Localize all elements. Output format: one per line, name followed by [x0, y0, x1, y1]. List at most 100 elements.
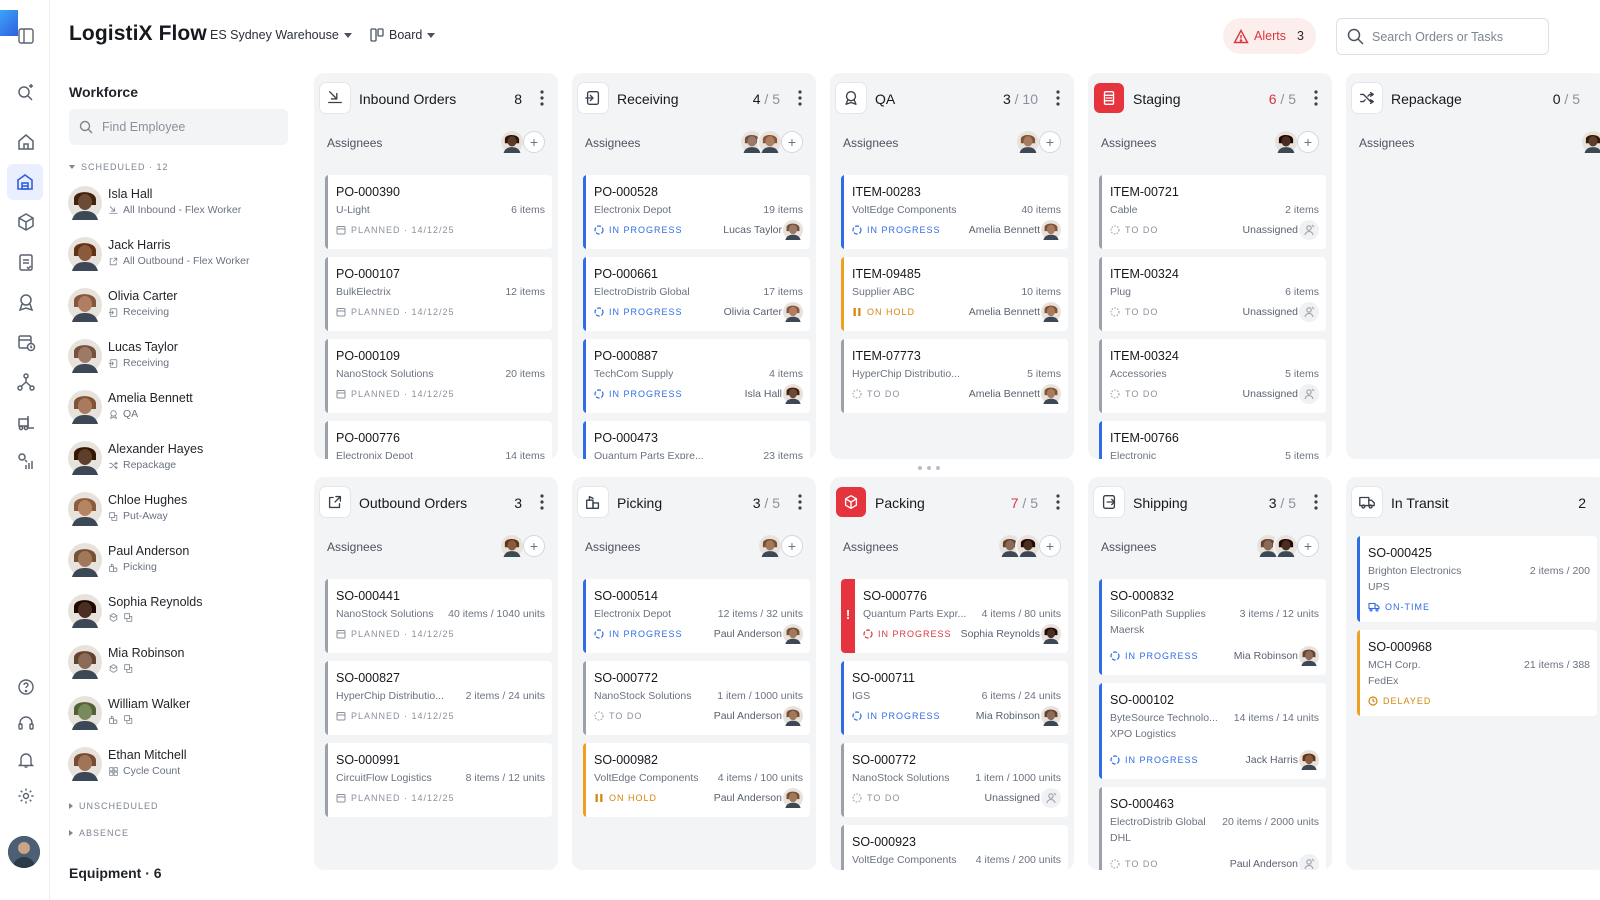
employee-search-input[interactable]: Find Employee — [69, 109, 288, 145]
warehouse-selector[interactable]: ES Sydney Warehouse — [210, 28, 352, 42]
more-options-icon[interactable] — [1056, 90, 1060, 106]
analytics-icon[interactable] — [13, 449, 39, 475]
order-card[interactable]: SO-000441 NanoStock Solutions 40 items / 1… — [325, 579, 552, 653]
order-card[interactable]: PO-000887 TechCom Supply 4 items IN PROGRES… — [583, 339, 810, 413]
unassigned-avatar-icon[interactable] — [1299, 854, 1319, 870]
employee-row[interactable]: Mia Robinson — [68, 641, 298, 685]
scheduled-section-toggle[interactable]: SCHEDULED · 12 — [69, 162, 169, 172]
order-card[interactable]: SO-000772 NanoStock Solutions 1 item / 100… — [583, 661, 810, 735]
employee-row[interactable]: Chloe Hughes Put-Away — [68, 488, 298, 532]
calendar-clock-icon[interactable] — [13, 329, 39, 355]
employee-row[interactable]: Sophia Reynolds — [68, 590, 298, 634]
order-card[interactable]: SO-000923 VoltEdge Components 4 items / 20… — [841, 825, 1068, 870]
employee-row[interactable]: Olivia Carter Receiving — [68, 284, 298, 328]
order-card[interactable]: ITEM-00766 Electronic 5 items — [1099, 421, 1326, 459]
award-icon[interactable] — [13, 289, 39, 315]
more-options-icon[interactable] — [540, 90, 544, 106]
order-card[interactable]: SO-000711 IGS 6 items / 24 units IN PROGRES… — [841, 661, 1068, 735]
order-card[interactable]: SO-000968 MCH Corp. FedEx 21 items / 388 DEL… — [1357, 630, 1597, 716]
employee-row[interactable]: Ethan Mitchell Cycle Count — [68, 743, 298, 787]
ai-search-icon[interactable] — [13, 79, 39, 105]
employee-row[interactable]: Paul Anderson Picking — [68, 539, 298, 583]
add-assignee-button[interactable]: + — [781, 535, 803, 557]
bell-icon[interactable] — [13, 747, 39, 773]
add-assignee-button[interactable]: + — [1039, 535, 1061, 557]
more-options-icon[interactable] — [798, 494, 802, 510]
alerts-button[interactable]: Alerts 3 — [1223, 18, 1316, 54]
employee-row[interactable]: Jack Harris All Outbound - Flex Worker — [68, 233, 298, 277]
more-options-icon[interactable] — [1314, 494, 1318, 510]
row-resize-handle[interactable] — [918, 466, 944, 470]
order-card[interactable]: SO-000832 SiliconPath Supplies Maersk 3 ite… — [1099, 579, 1326, 675]
home-icon[interactable] — [13, 129, 39, 155]
more-options-icon[interactable] — [1056, 494, 1060, 510]
order-card[interactable]: PO-000107 BulkElectrix 12 items PLANNED · 1… — [325, 257, 552, 331]
order-card[interactable]: ITEM-00721 Cable 2 items TO DO Unassigned — [1099, 175, 1326, 249]
order-card[interactable]: SO-000772 NanoStock Solutions 1 item / 100… — [841, 743, 1068, 817]
assignee-avatar[interactable] — [1041, 220, 1061, 240]
assignee-avatar[interactable] — [783, 220, 803, 240]
assignee-avatar[interactable] — [783, 788, 803, 808]
employee-row[interactable]: Isla Hall All Inbound - Flex Worker — [68, 182, 298, 226]
assignee-avatar[interactable] — [1041, 384, 1061, 404]
order-card[interactable]: SO-000425 Brighton Electronics UPS 2 items … — [1357, 536, 1597, 622]
assignee-avatar[interactable] — [783, 706, 803, 726]
box-icon[interactable] — [13, 209, 39, 235]
sidebar-toggle-icon[interactable] — [13, 23, 39, 49]
add-assignee-button[interactable]: + — [1297, 131, 1319, 153]
order-card[interactable]: SO-000991 CircuitFlow Logistics 8 items / … — [325, 743, 552, 817]
unassigned-avatar-icon[interactable] — [1299, 302, 1319, 322]
order-card[interactable]: ITEM-00324 Plug 6 items TO DO Unassigned — [1099, 257, 1326, 331]
order-card[interactable]: PO-000661 ElectroDistrib Global 17 items IN… — [583, 257, 810, 331]
help-icon[interactable] — [13, 674, 39, 700]
order-card[interactable]: PO-000776 Electronix Depot 14 items — [325, 421, 552, 459]
assignee-avatar[interactable] — [783, 384, 803, 404]
add-assignee-button[interactable]: + — [523, 535, 545, 557]
order-card[interactable]: PO-000473 Quantum Parts Expre... 23 items — [583, 421, 810, 459]
order-card[interactable]: ITEM-00324 Accessories 5 items TO DO Unassig… — [1099, 339, 1326, 413]
order-card[interactable]: PO-000528 Electronix Depot 19 items IN PROG… — [583, 175, 810, 249]
add-assignee-button[interactable]: + — [1039, 131, 1061, 153]
unscheduled-section-toggle[interactable]: UNSCHEDULED — [69, 801, 159, 811]
more-options-icon[interactable] — [798, 90, 802, 106]
employee-row[interactable]: William Walker — [68, 692, 298, 736]
order-card[interactable]: SO-000463 ElectroDistrib Global DHL 20 item… — [1099, 787, 1326, 870]
settings-icon[interactable] — [13, 783, 39, 809]
assignee-avatar[interactable] — [1299, 750, 1319, 770]
add-assignee-button[interactable]: + — [1297, 535, 1319, 557]
order-card[interactable]: PO-000390 U-Light 6 items PLANNED · 14/12/2… — [325, 175, 552, 249]
assignee-avatar[interactable] — [1041, 302, 1061, 322]
employee-row[interactable]: Amelia Bennett QA — [68, 386, 298, 430]
assignee-avatar[interactable] — [783, 624, 803, 644]
order-card[interactable]: SO-000982 VoltEdge Components 4 items / 10… — [583, 743, 810, 817]
clipboard-icon[interactable] — [13, 249, 39, 275]
headset-icon[interactable] — [13, 710, 39, 736]
unassigned-avatar-icon[interactable] — [1299, 220, 1319, 240]
order-card[interactable]: ITEM-00283 VoltEdge Components 40 items IN … — [841, 175, 1068, 249]
unassigned-avatar-icon[interactable] — [1041, 788, 1061, 808]
unassigned-avatar-icon[interactable] — [1299, 384, 1319, 404]
order-card[interactable]: SO-000827 HyperChip Distributio... 2 items… — [325, 661, 552, 735]
order-card[interactable]: SO-000514 Electronix Depot 12 items / 32 u… — [583, 579, 810, 653]
view-selector[interactable]: Board — [370, 28, 436, 42]
more-options-icon[interactable] — [1314, 90, 1318, 106]
employee-row[interactable]: Lucas Taylor Receiving — [68, 335, 298, 379]
user-avatar[interactable] — [8, 836, 40, 868]
network-icon[interactable] — [13, 369, 39, 395]
assignee-avatar[interactable] — [783, 302, 803, 322]
order-card[interactable]: ! SO-000776 Quantum Parts Expr... 4 items /… — [841, 579, 1068, 653]
order-card[interactable]: ITEM-07773 HyperChip Distributio... 5 item… — [841, 339, 1068, 413]
add-assignee-button[interactable]: + — [523, 131, 545, 153]
absence-section-toggle[interactable]: ABSENCE — [69, 828, 129, 838]
warehouse-icon[interactable] — [7, 164, 43, 200]
order-card[interactable]: PO-000109 NanoStock Solutions 20 items PLAN… — [325, 339, 552, 413]
assignee-avatar[interactable] — [1299, 646, 1319, 666]
assignee-avatar[interactable] — [1041, 624, 1061, 644]
order-card[interactable]: ITEM-09485 Supplier ABC 10 items ON HOLD Ame… — [841, 257, 1068, 331]
forklift-icon[interactable] — [13, 409, 39, 435]
add-assignee-button[interactable]: + — [781, 131, 803, 153]
more-options-icon[interactable] — [540, 494, 544, 510]
order-card[interactable]: SO-000102 ByteSource Technolo... XPO Logis… — [1099, 683, 1326, 779]
assignee-avatar[interactable] — [1041, 706, 1061, 726]
employee-row[interactable]: Alexander Hayes Repackage — [68, 437, 298, 481]
